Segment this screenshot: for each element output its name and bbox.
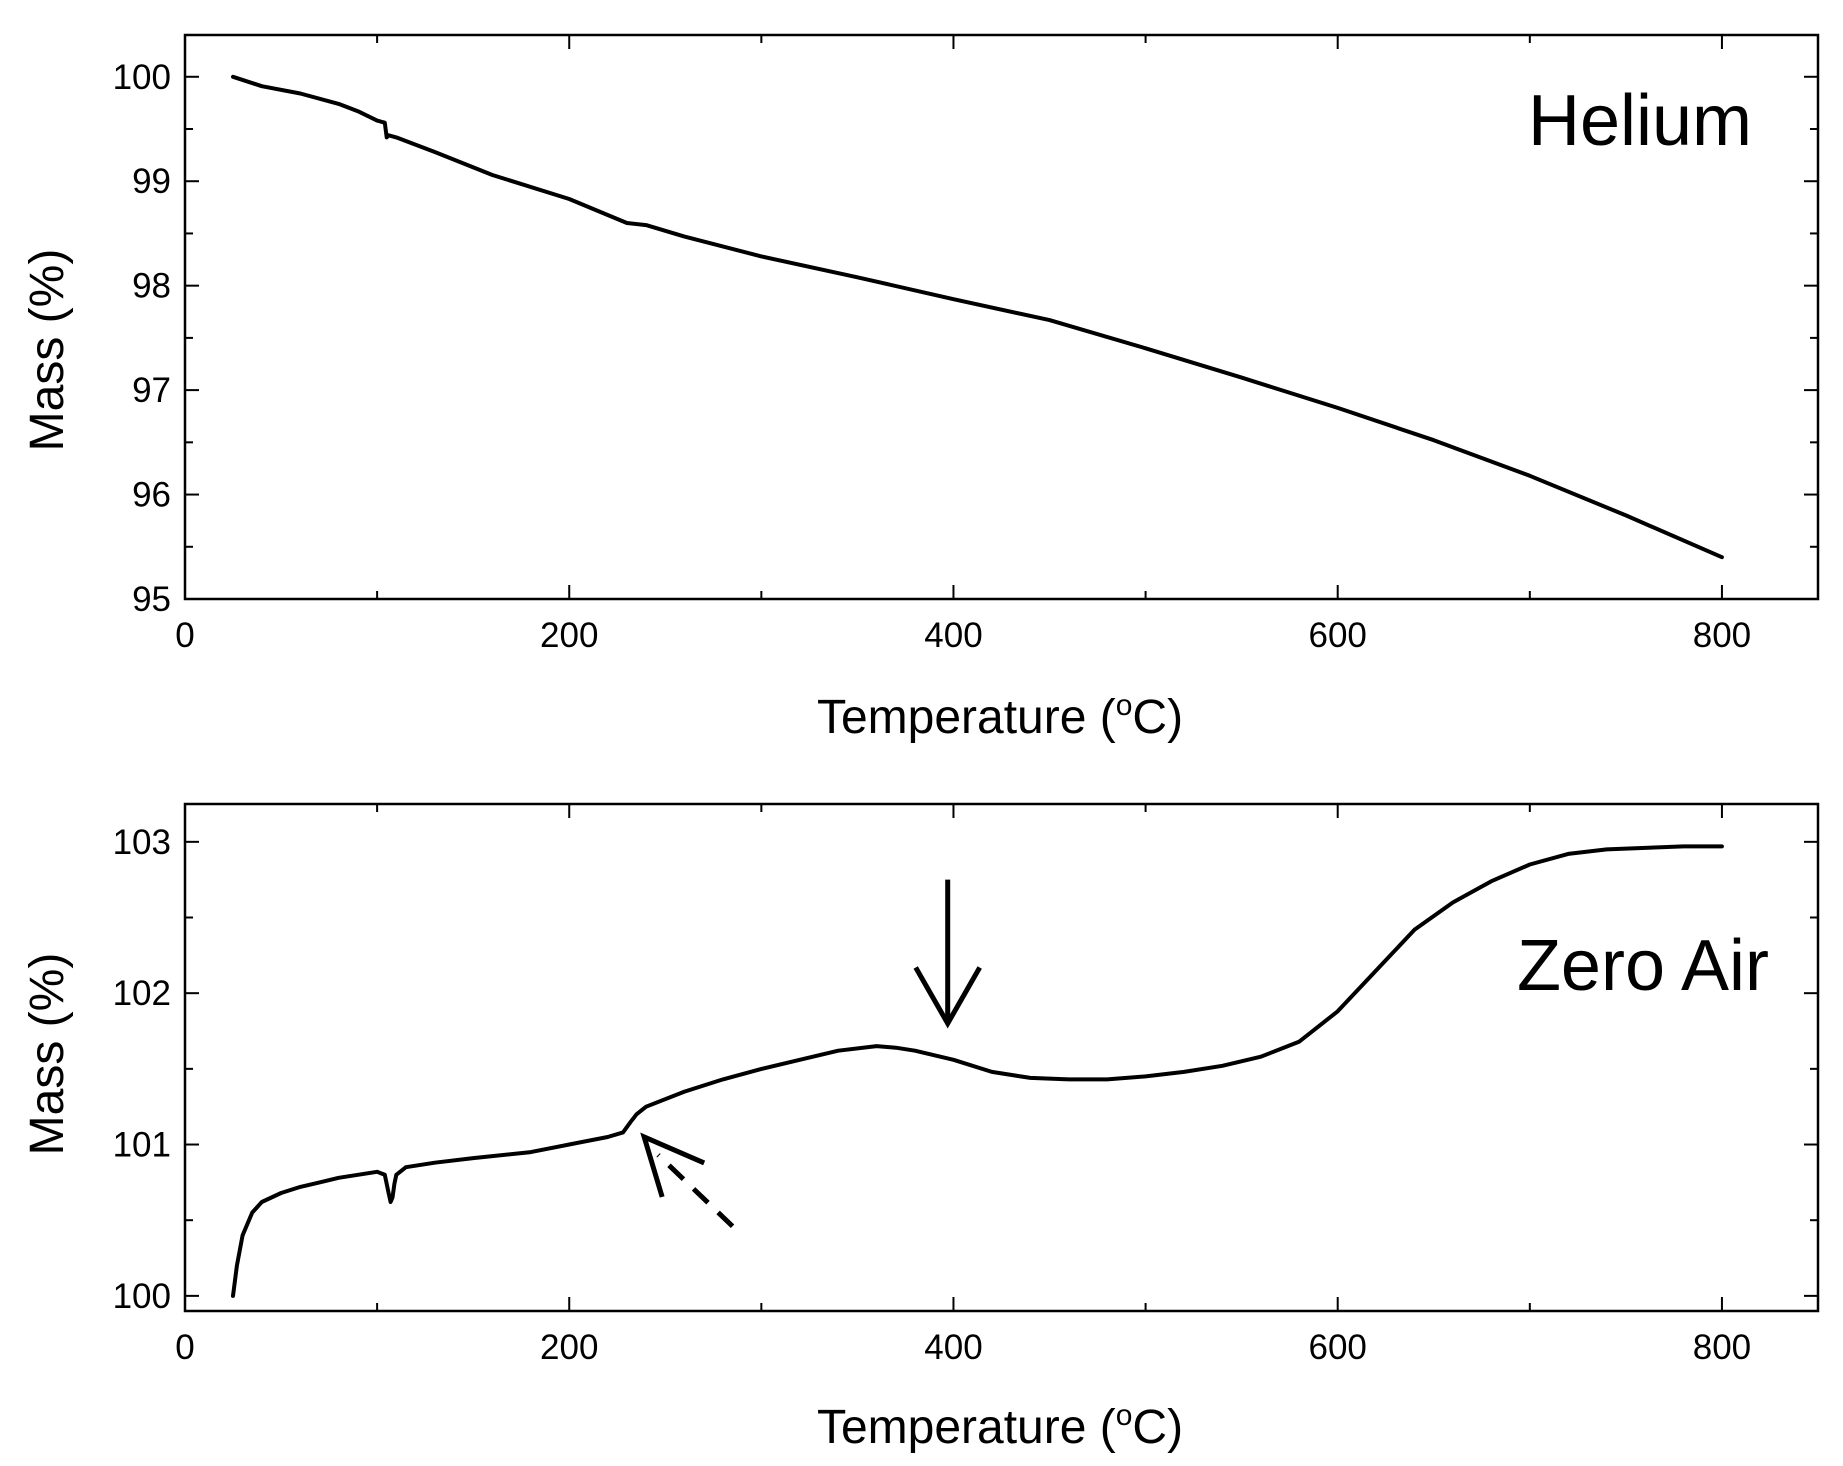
helium-x-axis-title: Temperature (oC)	[817, 689, 1183, 744]
helium-tick-labels: 0 200 400 600 800 95 96 97 98 99 100	[113, 58, 1752, 655]
helium-x-tick-label: 800	[1693, 616, 1751, 655]
zero-air-x-tick-label: 200	[540, 1328, 598, 1367]
helium-y-tick-label: 96	[132, 476, 171, 515]
zero-air-panel-label: Zero Air	[1517, 926, 1769, 1006]
zero-air-ticks	[184, 804, 1818, 1311]
helium-panel-label: Helium	[1528, 81, 1752, 161]
zero-air-y-tick-label: 102	[113, 974, 171, 1013]
zero-air-y-tick-label: 103	[113, 823, 171, 862]
helium-y-axis-title: Mass (%)	[21, 249, 74, 452]
zero-air-x-tick-label: 600	[1309, 1328, 1367, 1367]
helium-ticks	[184, 35, 1818, 600]
helium-y-tick-label: 95	[132, 580, 171, 619]
zero-air-annotations	[640, 879, 982, 1229]
helium-x-tick-label: 200	[540, 616, 598, 655]
helium-x-tick-label: 0	[175, 616, 194, 655]
zero-air-tick-labels: 0 200 400 600 800 100 101 102 103	[113, 823, 1752, 1367]
zero-air-x-tick-label: 0	[175, 1328, 194, 1367]
helium-y-tick-label: 100	[113, 58, 171, 97]
zero-air-y-tick-label: 100	[113, 1277, 171, 1316]
helium-y-tick-label: 99	[132, 162, 171, 201]
zero-air-x-axis-title: Temperature (oC)	[817, 1399, 1183, 1454]
helium-x-tick-label: 600	[1309, 616, 1367, 655]
helium-y-tick-label: 97	[132, 371, 171, 410]
zero-air-panel: 0 200 400 600 800 100 101 102 103 Zero Air Tempe…	[21, 802, 1820, 1454]
zero-air-y-axis-title: Mass (%)	[21, 953, 74, 1156]
helium-x-tick-label: 400	[924, 616, 982, 655]
zero-air-plot-frame	[183, 802, 1820, 1313]
helium-plot-frame	[183, 33, 1820, 601]
helium-y-tick-label: 98	[132, 267, 171, 306]
zero-air-y-tick-label: 101	[113, 1126, 171, 1165]
dashed-arrow-head	[640, 1132, 706, 1198]
dashed-arrow-shaft	[656, 1153, 735, 1229]
solid-arrow-head	[913, 966, 982, 1029]
zero-air-mass-curve	[231, 844, 1724, 1298]
zero-air-x-tick-label: 800	[1693, 1328, 1751, 1367]
helium-panel: 0 200 400 600 800 95 96 97 98 99 100 Helium Temper…	[21, 33, 1820, 744]
helium-mass-curve	[231, 74, 1724, 560]
zero-air-x-tick-label: 400	[924, 1328, 982, 1367]
